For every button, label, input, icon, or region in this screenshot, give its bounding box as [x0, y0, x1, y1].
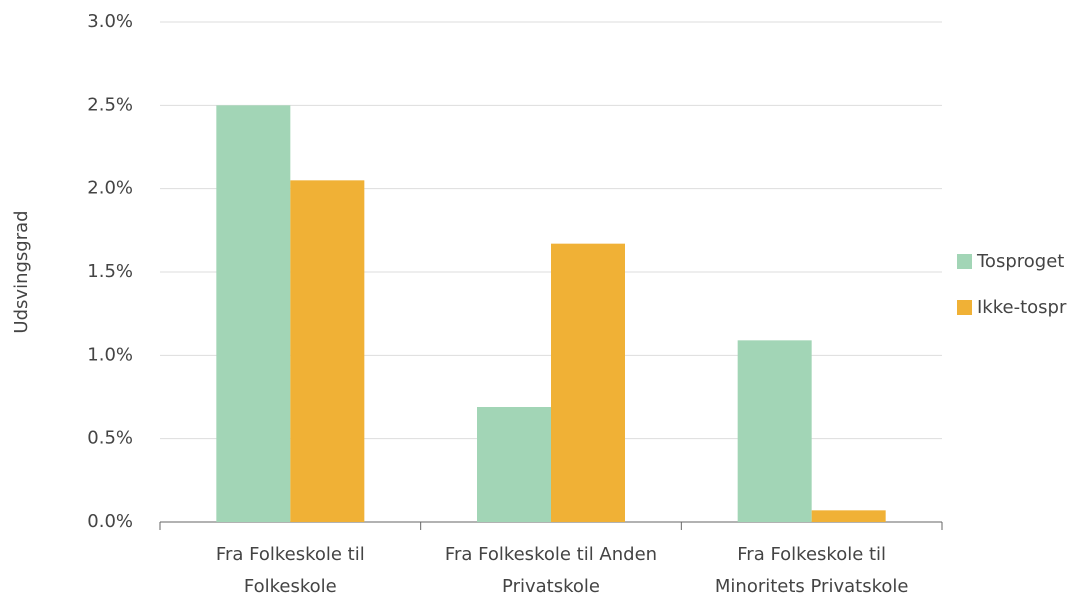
y-tick-label: 2.5%	[87, 94, 133, 115]
y-tick-label: 3.0%	[87, 11, 133, 32]
legend-swatch	[957, 254, 972, 269]
x-tick-label: Fra Folkeskole til Anden	[445, 544, 657, 565]
legend-label: Ikke-tospr	[977, 297, 1067, 318]
legend-label: Tosproget	[976, 251, 1064, 272]
y-tick-label: 0.5%	[87, 428, 133, 449]
y-tick-label: 2.0%	[87, 178, 133, 199]
y-axis-label: Udsvingsgrad	[11, 210, 32, 333]
x-tick-label: Fra Folkeskole til	[737, 544, 886, 565]
y-tick-label: 0.0%	[87, 511, 133, 532]
x-tick-label: Minoritets Privatskole	[715, 576, 909, 597]
x-tick-label: Fra Folkeskole til	[216, 544, 365, 565]
bar	[811, 510, 886, 522]
bar	[551, 243, 625, 522]
bar	[737, 340, 812, 522]
x-tick-label: Folkeskole	[244, 576, 337, 597]
y-tick-label: 1.5%	[87, 261, 133, 282]
bar	[216, 105, 291, 522]
legend-swatch	[957, 300, 972, 315]
bar	[290, 180, 365, 523]
y-tick-label: 1.0%	[87, 344, 133, 365]
bar	[477, 407, 551, 522]
x-tick-label: Privatskole	[502, 576, 600, 597]
